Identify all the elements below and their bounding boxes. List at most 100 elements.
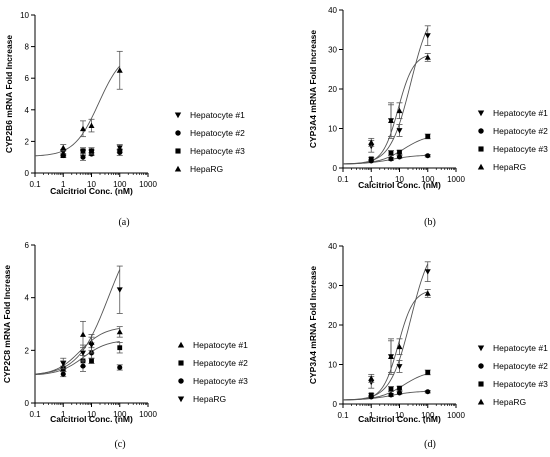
data-point <box>116 67 123 73</box>
y-tick-label: 0 <box>25 169 30 178</box>
data-point <box>79 331 86 337</box>
legend-label: Hepatocyte #2 <box>193 358 248 368</box>
data-point <box>116 328 123 335</box>
x-tick-label: 1000 <box>447 411 465 420</box>
data-point <box>424 269 431 275</box>
data-point <box>79 350 86 356</box>
data-point <box>424 33 431 39</box>
data-point <box>425 370 431 375</box>
data-point <box>425 134 431 139</box>
chart-panel: 0.1 1 10 100 1000 0 10 20 30 40 Calcitriol Conc. (… <box>308 242 548 450</box>
data-point <box>388 392 394 398</box>
x-tick-label: 100 <box>113 410 127 419</box>
legend-label: Hepatocyte #2 <box>190 128 245 138</box>
y-tick-label: 10 <box>328 361 337 370</box>
y-axis-label: CYP3A4 mRNA Fold Increase <box>308 30 318 149</box>
y-tick-label: 4 <box>25 294 30 303</box>
x-axis-label: Calcitriol Conc. (nM) <box>50 186 133 196</box>
data-point <box>60 361 67 367</box>
data-point <box>425 389 431 395</box>
x-tick-label: 10 <box>395 175 404 184</box>
x-tick-label: 0.1 <box>29 180 41 189</box>
x-tick-label: 10 <box>87 180 96 189</box>
legend-label: Hepatocyte #1 <box>493 343 548 353</box>
x-axis-label: Calcitriol Conc. (nM) <box>358 414 441 424</box>
x-tick-label: 1 <box>61 410 66 419</box>
legend-marker <box>174 165 182 172</box>
legend-label: Hepatocyte #3 <box>493 379 548 389</box>
legend-marker <box>478 363 484 369</box>
x-tick-label: 1 <box>61 180 66 189</box>
legend-marker <box>175 148 181 154</box>
legend-marker <box>478 128 484 134</box>
y-tick-label: 2 <box>25 346 30 355</box>
legend-marker <box>178 378 184 384</box>
y-tick-label: 2 <box>25 137 30 146</box>
data-point <box>388 150 394 156</box>
y-tick-label: 10 <box>328 125 337 134</box>
y-tick-label: 4 <box>25 106 30 115</box>
data-point <box>117 364 123 371</box>
x-tick-label: 1000 <box>139 180 157 189</box>
panel-label: (a) <box>118 217 129 228</box>
panel-label: (d) <box>424 439 436 450</box>
data-point <box>397 149 402 155</box>
data-point <box>80 363 86 369</box>
y-tick-label: 0 <box>333 400 338 409</box>
x-axis-label: Calcitriol Conc. (nM) <box>50 414 133 424</box>
panel-label: (c) <box>114 439 125 450</box>
y-tick-label: 40 <box>328 6 337 15</box>
data-point <box>88 342 95 349</box>
y-tick-label: 30 <box>328 46 337 55</box>
data-point <box>396 390 403 396</box>
data-point <box>397 385 402 391</box>
x-tick-label: 10 <box>395 411 404 420</box>
legend-label: Hepatocyte #1 <box>190 110 245 120</box>
x-tick-label: 0.1 <box>337 411 349 420</box>
y-tick-label: 0 <box>333 164 338 173</box>
panel-label: (b) <box>424 217 436 228</box>
fit-curve <box>342 263 429 401</box>
data-point <box>368 392 374 398</box>
y-tick-label: 20 <box>328 321 337 330</box>
data-point <box>60 153 66 159</box>
legend-marker <box>177 396 185 403</box>
data-point <box>116 287 123 293</box>
legend-label: Hepatocyte #3 <box>190 146 245 156</box>
data-point <box>387 117 394 123</box>
chart-panel: 0.1 1 10 100 1000 0 2 4 6 Calcitriol Conc. (nM) CY… <box>2 241 248 450</box>
fit-curve <box>342 154 428 165</box>
y-axis-label: CYP3A4 mRNA Fold Increase <box>308 266 318 385</box>
data-point <box>89 148 94 154</box>
legend-marker <box>177 341 185 348</box>
legend-marker <box>478 146 484 152</box>
legend-marker <box>478 381 484 387</box>
y-tick-label: 8 <box>25 43 30 52</box>
x-tick-label: 100 <box>421 175 435 184</box>
y-axis-label: CYP2B6 mRNA Fold Increase <box>4 35 14 154</box>
legend-label: HepaRG <box>493 162 526 172</box>
data-point <box>396 128 403 134</box>
data-point <box>424 290 431 296</box>
y-tick-label: 40 <box>328 242 337 251</box>
legend-label: Hepatocyte #1 <box>193 340 248 350</box>
y-tick-label: 10 <box>20 11 29 20</box>
data-point <box>60 144 67 151</box>
x-tick-label: 100 <box>113 180 127 189</box>
fit-curve <box>34 341 120 376</box>
y-tick-label: 30 <box>328 282 337 291</box>
legend-label: Hepatocyte #3 <box>193 376 248 386</box>
data-point <box>424 54 431 60</box>
legend-label: HepaRG <box>193 394 226 404</box>
data-point <box>396 107 403 114</box>
data-point <box>89 358 94 364</box>
fit-curve <box>342 373 428 401</box>
legend-label: HepaRG <box>190 164 223 174</box>
data-point <box>79 125 86 132</box>
data-point <box>80 154 86 160</box>
x-tick-label: 1000 <box>447 175 465 184</box>
fit-curve <box>34 328 120 375</box>
data-point <box>388 386 394 392</box>
